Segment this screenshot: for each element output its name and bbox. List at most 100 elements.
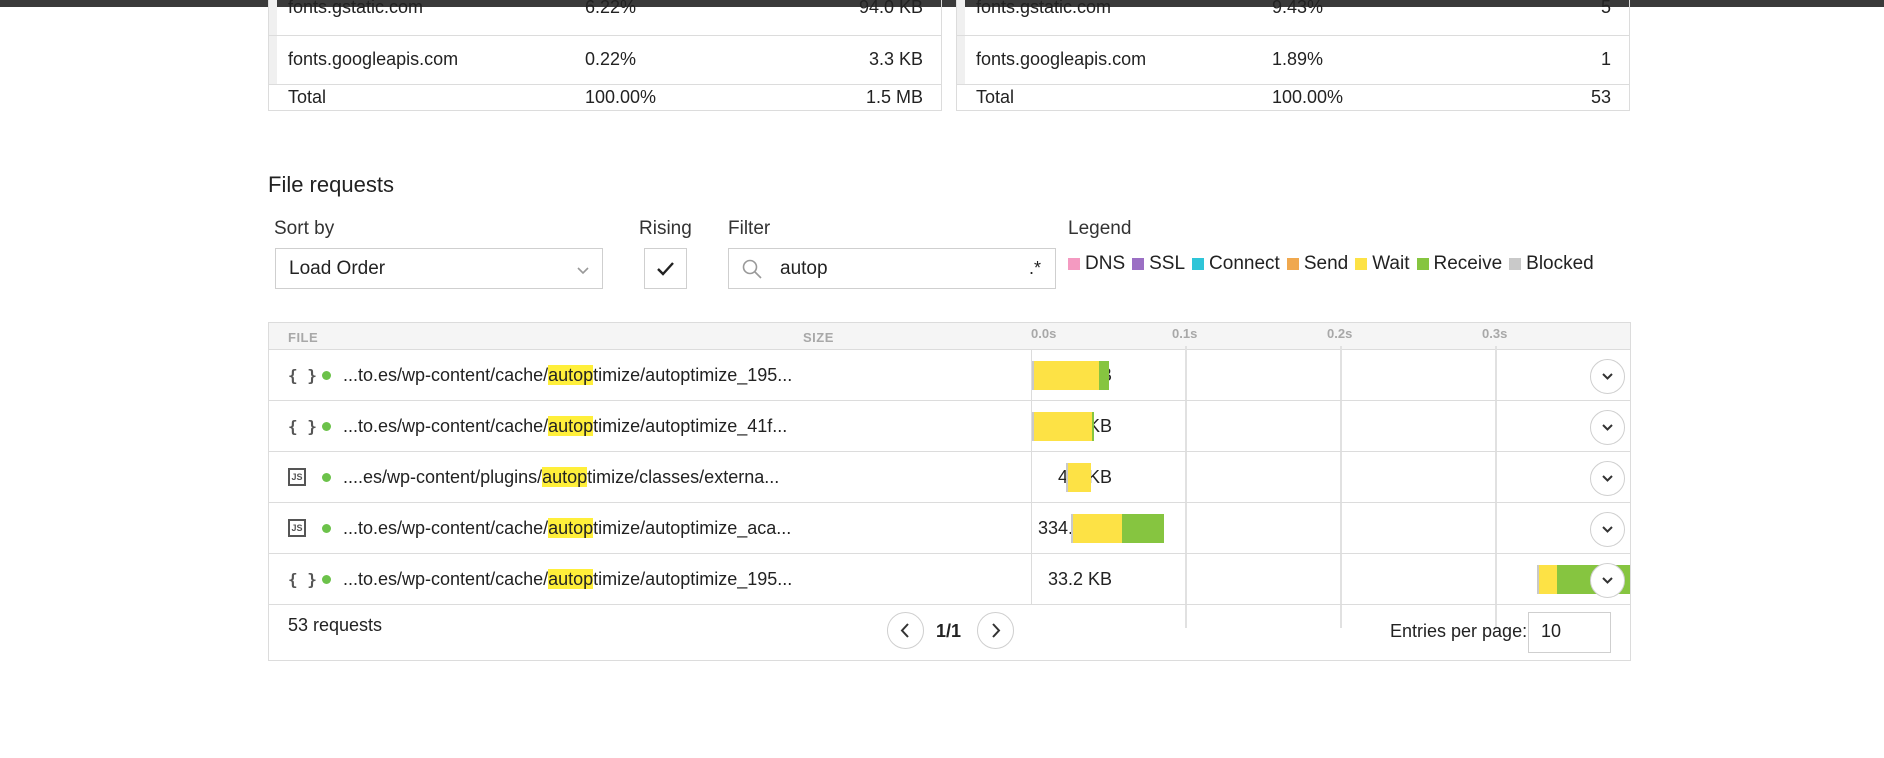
chevron-down-icon	[1602, 373, 1613, 380]
expand-row-button[interactable]	[1590, 461, 1625, 496]
timing-bar-receive	[1121, 514, 1164, 543]
status-dot	[322, 422, 331, 431]
rising-label: Rising	[639, 218, 692, 239]
legend-item: SSL	[1132, 253, 1185, 275]
chevron-down-icon	[1602, 526, 1613, 533]
timing-bar-wait	[1068, 463, 1091, 492]
entries-per-page-input[interactable]: 10	[1528, 612, 1611, 653]
file-url: ...to.es/wp-content/cache/autoptimize/au…	[343, 416, 787, 437]
section-title: File requests	[268, 172, 394, 197]
expand-row-button[interactable]	[1590, 359, 1625, 394]
filter-input[interactable]: autop .*	[728, 248, 1056, 289]
legend-swatch	[1416, 258, 1429, 270]
status-dot	[322, 524, 331, 533]
summary-total-pct: 100.00%	[1272, 87, 1344, 107]
file-url-prefix: ...to.es/wp-content/cache/	[343, 365, 549, 385]
expand-row-button[interactable]	[1590, 563, 1625, 598]
timeline-tick: 0.3s	[1482, 326, 1508, 341]
summary-table-requests: fonts.gstatic.com 9.43% 5 fonts.googleap…	[956, 0, 1630, 111]
summary-domain: fonts.gstatic.com	[288, 0, 424, 17]
top-bar	[0, 0, 1884, 7]
waterfall-divider	[1031, 554, 1032, 605]
summary-row: fonts.googleapis.com 0.22% 3.3 KB	[269, 36, 941, 84]
legend-swatch	[1192, 258, 1205, 270]
legend-label: SSL	[1149, 253, 1186, 274]
css-icon: { }	[288, 570, 317, 589]
table-header: FILE SIZE 0.0s 0.1s 0.2s 0.3s	[269, 323, 1630, 350]
filter-label: Filter	[728, 218, 771, 239]
summary-domain: fonts.googleapis.com	[976, 49, 1147, 69]
chevron-down-icon	[1602, 577, 1613, 584]
timeline-tick: 0.1s	[1172, 326, 1198, 341]
legend-label: DNS	[1085, 253, 1126, 274]
summary-total-row: Total 100.00% 53	[957, 85, 1629, 111]
page-indicator: 1/1	[936, 621, 962, 641]
column-header-size: SIZE	[803, 330, 834, 345]
summary-value: 5	[1600, 0, 1611, 17]
sort-by-label: Sort by	[274, 218, 335, 239]
timing-bar-blocked	[1032, 412, 1034, 441]
summary-table-size: fonts.gstatic.com 6.22% 94.0 KB fonts.go…	[268, 0, 942, 111]
file-url-suffix: timize/autoptimize_aca...	[593, 518, 792, 538]
file-url-suffix: timize/autoptimize_195...	[593, 365, 793, 385]
summary-value: 1	[1600, 49, 1611, 69]
table-row[interactable]: JS ...to.es/wp-content/cache/autoptimize/…	[269, 503, 1630, 554]
summary-domain: fonts.gstatic.com	[976, 0, 1112, 17]
filter-match-highlight: autop	[548, 365, 594, 385]
sort-by-value: Load Order	[289, 258, 386, 279]
rising-checkbox[interactable]	[644, 248, 687, 289]
previous-page-button[interactable]	[887, 612, 924, 649]
expand-row-button[interactable]	[1590, 410, 1625, 445]
expand-row-button[interactable]	[1590, 512, 1625, 547]
summary-pct: 6.22%	[585, 0, 637, 17]
timing-bar-wait	[1034, 361, 1099, 390]
table-row[interactable]: JS ....es/wp-content/plugins/autoptimize/…	[269, 452, 1630, 503]
legend-label: Connect	[1209, 253, 1280, 274]
summary-total-pct: 100.00%	[585, 87, 657, 107]
file-url: ...to.es/wp-content/cache/autoptimize/au…	[343, 365, 792, 386]
file-url-prefix: ....es/wp-content/plugins/	[343, 467, 543, 487]
css-icon: { }	[288, 366, 317, 385]
timeline-gridline	[1185, 346, 1187, 628]
legend-item: Wait	[1355, 253, 1410, 275]
filter-match-highlight: autop	[548, 518, 594, 538]
timing-bar-blocked	[1032, 361, 1034, 390]
legend-swatch	[1286, 258, 1299, 270]
summary-total-value: 53	[1590, 87, 1611, 107]
search-icon	[741, 258, 763, 286]
table-row[interactable]: { } ...to.es/wp-content/cache/autoptimize…	[269, 554, 1630, 605]
summary-row: fonts.gstatic.com 9.43% 5	[957, 0, 1629, 35]
table-row[interactable]: { } ...to.es/wp-content/cache/autoptimize…	[269, 401, 1630, 452]
table-row[interactable]: { } ...to.es/wp-content/cache/autoptimize…	[269, 350, 1630, 401]
summary-domain: fonts.googleapis.com	[288, 49, 459, 69]
legend-label: Receive	[1433, 253, 1503, 274]
file-url-suffix: timize/autoptimize_195...	[593, 569, 793, 589]
legend-swatch	[1509, 258, 1522, 270]
summary-row: fonts.googleapis.com 1.89% 1	[957, 36, 1629, 84]
sort-by-select[interactable]: Load Order	[275, 248, 603, 289]
check-icon	[657, 262, 674, 276]
file-url: ...to.es/wp-content/cache/autoptimize/au…	[343, 569, 792, 590]
summary-total-value: 1.5 MB	[865, 87, 923, 107]
chevron-down-icon	[1602, 424, 1613, 431]
file-url-prefix: ...to.es/wp-content/cache/	[343, 416, 549, 436]
waterfall-divider	[1031, 452, 1032, 503]
filter-value: autop	[780, 258, 828, 279]
filter-match-highlight: autop	[542, 467, 588, 487]
filter-match-highlight: autop	[548, 416, 594, 436]
legend-swatch	[1132, 258, 1145, 270]
css-icon: { }	[288, 417, 317, 436]
next-page-button[interactable]	[977, 612, 1014, 649]
file-url-suffix: timize/autoptimize_41f...	[593, 416, 788, 436]
timeline-tick: 0.0s	[1031, 326, 1057, 341]
summary-pct: 1.89%	[1272, 49, 1324, 69]
timeline-gridline	[1495, 346, 1497, 628]
summary-pct: 9.43%	[1272, 0, 1324, 17]
legend-label: Send	[1303, 253, 1349, 274]
status-dot	[322, 575, 331, 584]
legend-item: Receive	[1416, 253, 1503, 275]
legend-item: DNS	[1068, 253, 1125, 275]
summary-pct: 0.22%	[585, 49, 637, 69]
regex-toggle[interactable]: .*	[1028, 258, 1041, 278]
timing-bar-blocked	[1070, 514, 1073, 543]
